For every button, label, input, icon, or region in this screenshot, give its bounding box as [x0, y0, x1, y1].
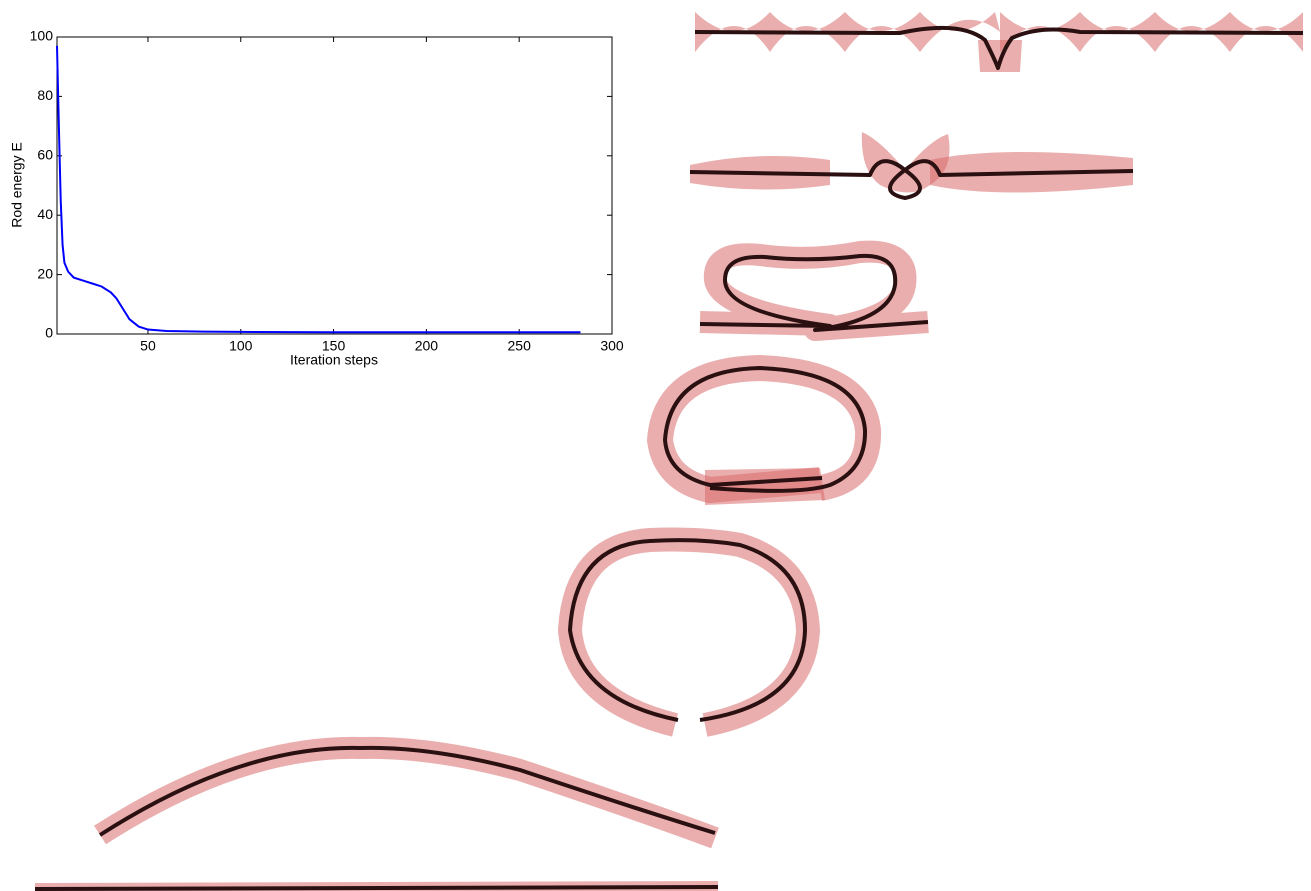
x-tick-label: 250 [508, 338, 532, 354]
rod-illustrations [34, 12, 1304, 891]
y-tick-label: 20 [37, 265, 53, 281]
x-tick-label: 150 [322, 338, 346, 354]
y-tick-label: 60 [37, 147, 53, 163]
y-tick-label: 40 [37, 206, 53, 222]
energy-line [56, 45, 581, 334]
x-tick-label: 50 [140, 338, 156, 354]
rod-stage-7 [34, 881, 719, 891]
y-tick-label: 80 [37, 87, 53, 103]
y-tick-label: 100 [30, 28, 54, 44]
y-axis-label: Rod energy E [9, 142, 25, 228]
energy-chart: Iteration steps Rod energy E 0 20 40 60 80 10… [9, 28, 624, 368]
rod-stage-2 [689, 132, 1134, 200]
plot-frame [56, 36, 613, 335]
x-tick-label: 100 [229, 338, 253, 354]
x-tick-label: 200 [415, 338, 439, 354]
rod-stage-6 [94, 736, 719, 849]
rod-stage-3 [699, 240, 929, 341]
rod-stage-4 [647, 355, 882, 505]
y-tick-label: 0 [45, 325, 53, 341]
x-tick-label: 300 [600, 338, 624, 354]
rod-stage-5 [558, 527, 820, 737]
rod-stage-1 [694, 12, 1304, 72]
x-axis-label: Iteration steps [290, 352, 378, 368]
